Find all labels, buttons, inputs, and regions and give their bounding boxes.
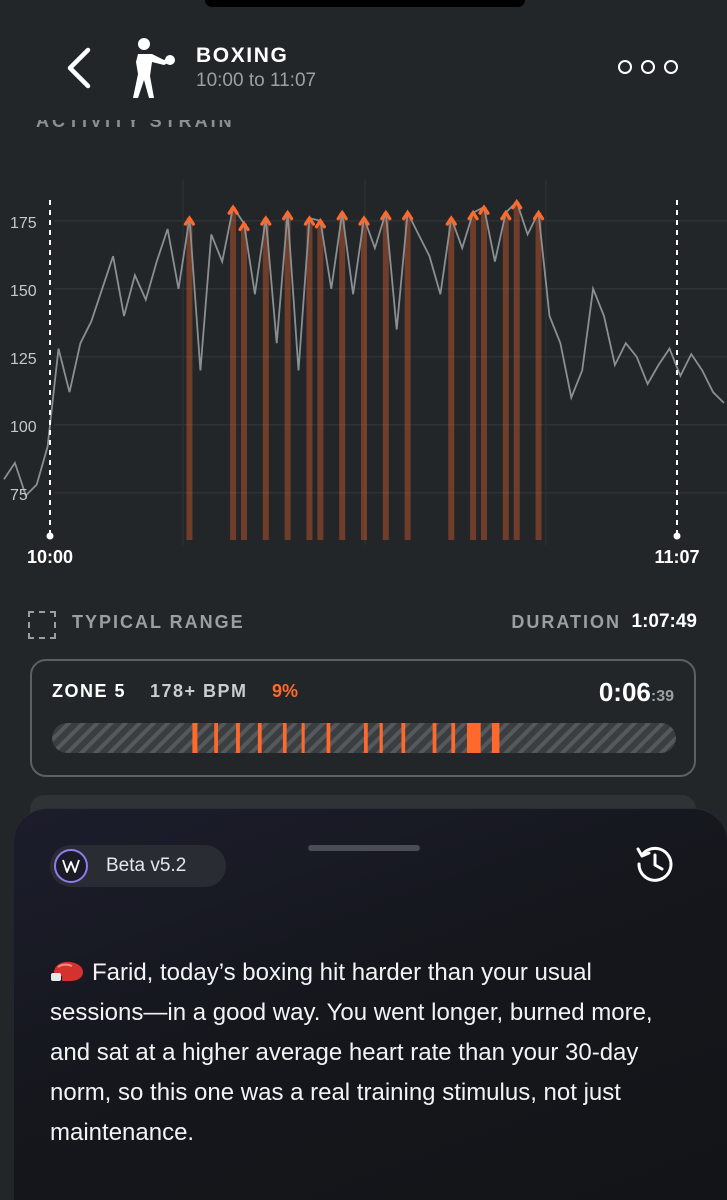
- zone-segment: [236, 723, 240, 753]
- zone-name: ZONE 5: [52, 681, 127, 701]
- zone5-fill: [262, 218, 269, 540]
- zone5-peak: [238, 220, 250, 232]
- zone-bpm: 178+ BPM: [150, 681, 248, 701]
- zone5-fill: [404, 212, 411, 540]
- dot-icon: [618, 60, 632, 74]
- zone-segment: [451, 723, 456, 753]
- chevron-left-icon: [67, 47, 91, 89]
- zone5-peak: [183, 215, 196, 226]
- start-marker-dot: [46, 532, 54, 540]
- heart-rate-chart: 75 100 125 150 175 10:00 11:07: [3, 180, 727, 567]
- duration-value: 1:07:49: [631, 611, 698, 632]
- zone-segment: [364, 723, 368, 753]
- zone5-peak: [260, 215, 272, 226]
- y-tick-label: 125: [10, 351, 37, 368]
- zone-segment: [401, 723, 406, 753]
- activity-title: BOXING: [196, 44, 289, 67]
- start-time-label: 10:00: [27, 547, 73, 567]
- version-badge[interactable]: Beta v5.2: [50, 845, 226, 887]
- zone5-peak: [445, 215, 457, 226]
- zone5-fill: [535, 212, 542, 540]
- dot-icon: [664, 60, 678, 74]
- zone5-fill: [470, 212, 477, 540]
- boxing-icon: [133, 38, 175, 98]
- activity-time-range: 10:00 to 11:07: [196, 70, 317, 91]
- zone-timeline-bar: [52, 723, 676, 753]
- zone5-fill: [502, 212, 509, 540]
- zone5-fill: [186, 218, 193, 540]
- zone-segment: [379, 723, 383, 753]
- coach-message: Farid, today’s boxing hit harder than yo…: [50, 953, 690, 1153]
- y-tick-label: 150: [10, 283, 37, 300]
- end-time-label: 11:07: [654, 547, 699, 567]
- zone-segment: [432, 723, 437, 753]
- y-tick-label: 175: [10, 215, 37, 232]
- dot-icon: [641, 60, 655, 74]
- zone5-fill: [284, 212, 291, 540]
- zone5-fill: [317, 220, 324, 541]
- zone5-peak: [380, 209, 392, 221]
- typical-range-swatch: [28, 611, 56, 639]
- zone5-fill: [448, 218, 455, 540]
- zone5-peak: [303, 215, 316, 226]
- end-marker-dot: [673, 532, 681, 540]
- zone-percent: 9%: [272, 681, 299, 701]
- more-options-button[interactable]: [618, 54, 678, 80]
- zone5-peak: [358, 215, 370, 226]
- history-icon[interactable]: [634, 843, 676, 885]
- zone-duration-seconds: :39: [650, 688, 674, 705]
- zone5-fill: [230, 207, 237, 540]
- zone-segment: [491, 723, 500, 753]
- zone-segment: [282, 723, 287, 753]
- zone-duration: 0:06:39: [599, 677, 674, 708]
- zone5-peak: [500, 209, 512, 221]
- device-notch: [205, 0, 525, 7]
- zone5-peak: [314, 217, 326, 229]
- whoop-logo-icon: [54, 849, 88, 883]
- zone5-peak: [336, 209, 348, 221]
- zone5-peak: [511, 198, 523, 210]
- zone5-peak: [478, 204, 490, 215]
- zone5-fill: [241, 223, 247, 540]
- zone5-peak: [282, 209, 294, 221]
- zone-segment: [326, 723, 331, 753]
- coach-message-text: Farid, today’s boxing hit harder than yo…: [50, 959, 653, 1146]
- zone5-fill: [513, 201, 520, 540]
- zone-segment: [192, 723, 198, 753]
- y-tick-label: 75: [10, 487, 28, 504]
- zone5-peak: [532, 209, 545, 221]
- zone-segment: [466, 723, 481, 753]
- y-tick-label: 100: [10, 419, 37, 436]
- zone5-fill: [382, 212, 389, 540]
- boxing-glove-icon: [51, 961, 83, 981]
- zone5-peak: [402, 209, 414, 221]
- sheet-drag-handle[interactable]: [308, 845, 420, 851]
- section-label: ACTIVITY STRAIN: [36, 120, 235, 131]
- coach-bottom-sheet[interactable]: Beta v5.2 Farid, today’s boxing hit hard…: [14, 808, 727, 1200]
- zone-segment: [301, 723, 305, 753]
- zone5-peak: [467, 209, 479, 221]
- zone5-fill: [306, 218, 313, 540]
- zone-segment: [214, 723, 218, 753]
- zone5-peak: [227, 204, 239, 215]
- zone5-fill: [339, 212, 346, 540]
- duration-label: DURATION: [511, 612, 621, 632]
- back-button[interactable]: [58, 42, 98, 94]
- zone-duration-main: 0:06: [598, 677, 651, 707]
- zone5-fill: [361, 218, 367, 540]
- chart-legend: TYPICAL RANGE DURATION 1:07:49: [0, 606, 727, 640]
- typical-range-label: TYPICAL RANGE: [72, 612, 245, 632]
- zone5-fill: [481, 207, 487, 540]
- activity-header: BOXING 10:00 to 11:07: [0, 28, 727, 118]
- zone-segment: [257, 723, 262, 753]
- zone-5-card[interactable]: ZONE 5 178+ BPM 9% 0:06:39: [30, 659, 696, 777]
- version-label: Beta v5.2: [106, 855, 187, 876]
